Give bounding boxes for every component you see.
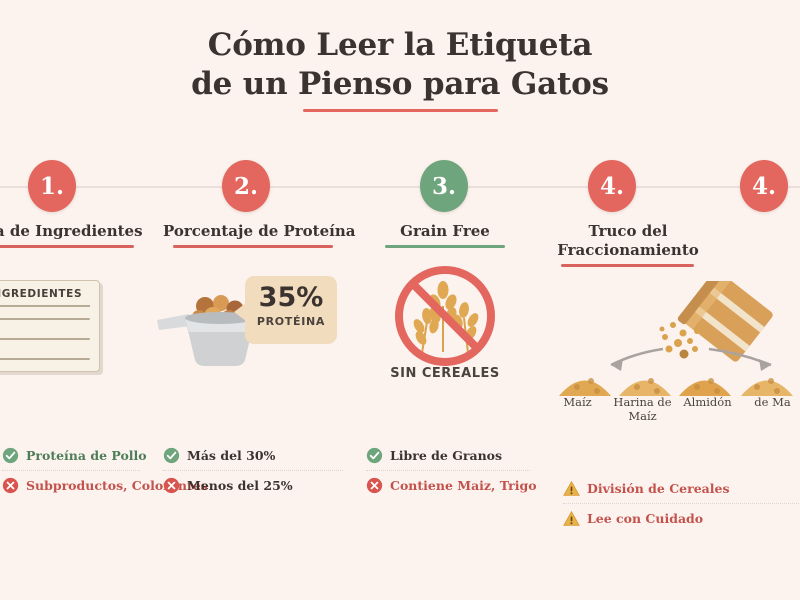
- bullet-label: Libre de Granos: [390, 447, 503, 463]
- ingredients-card-row: [0, 333, 90, 346]
- bullet-row: Contiene Maiz, Trigo: [366, 470, 537, 500]
- pile-labels: Maíz Harina de Maíz Almidón de Ma: [545, 395, 800, 423]
- protein-percent-value: 35%: [258, 282, 324, 313]
- ingredients-card-rule: [0, 305, 90, 307]
- title-underline: [302, 109, 498, 112]
- step-badge-1[interactable]: 1.: [28, 160, 76, 212]
- fractionation-illustration: [545, 268, 800, 403]
- feed-bag-icon: [677, 268, 773, 362]
- protein-percent-label: PROTÉINA: [256, 315, 326, 328]
- column-3-heading: Grain Free: [400, 222, 490, 240]
- wheat-icon: [413, 281, 479, 354]
- pile-label: de Ma: [754, 395, 791, 409]
- ingredients-card-line: [0, 338, 90, 340]
- column-porcentaje-de-proteina: Porcentaje de Proteína: [157, 222, 356, 500]
- bullet-label: Proteína de Pollo: [26, 447, 147, 463]
- pile-label: Maíz: [563, 395, 592, 409]
- bullet-row: Proteína de Pollo: [2, 440, 147, 470]
- column-2-bullets: Más del 30% Menos del 25%: [163, 440, 343, 500]
- bullet-label: Contiene Maiz, Trigo: [390, 478, 537, 493]
- ingredients-card-row: [0, 313, 90, 326]
- step-badge-2[interactable]: 2.: [222, 160, 270, 212]
- ingredients-card-line: [0, 318, 90, 320]
- ingredients-card-line: [0, 358, 90, 360]
- bullet-row: Menos del 25%: [163, 470, 343, 500]
- no-cereals-label: SIN CEREALES: [390, 366, 500, 381]
- x-circle-icon: [2, 477, 19, 494]
- warning-triangle-icon: [563, 510, 580, 526]
- column-1-bullets: Proteína de Pollo Subproductos, Colorant…: [0, 440, 208, 500]
- steps-timeline: 1. 2. 3. 4. 4.: [0, 160, 800, 215]
- check-circle-icon: [163, 447, 180, 463]
- bullet-row: Subproductos, Colorantes: [2, 470, 208, 500]
- column-2-heading: Porcentaje de Proteína: [163, 222, 356, 240]
- column-1-illustration: INGREDIENTES: [0, 258, 140, 388]
- no-cereals-icon: [395, 266, 495, 366]
- no-grain-symbol: [386, 260, 504, 376]
- warning-triangle-icon: [563, 480, 580, 496]
- bullet-label: Subproductos, Colorantes: [26, 478, 208, 493]
- falling-grains: [659, 322, 700, 359]
- column-4-heading-underline: [561, 264, 694, 267]
- column-3-heading-underline: [385, 245, 505, 248]
- title-line-2: de un Pienso para Gatos: [191, 66, 609, 102]
- grain-piles: [559, 378, 793, 396]
- pile-label: Harina de Maíz: [613, 395, 672, 423]
- flow-arrows: [610, 347, 772, 367]
- column-4-bullets: División de Cereales Lee con Cuidado: [545, 473, 800, 533]
- column-1-heading: ta de Ingredientes: [0, 222, 143, 240]
- column-4-heading: Truco del Fraccionamiento: [557, 222, 699, 259]
- step-badge-4[interactable]: 4.: [588, 160, 636, 212]
- column-truco-del-fraccionamiento: Truco del Fraccionamiento: [545, 222, 800, 533]
- timeline-rail: [0, 186, 800, 188]
- column-grain-free: Grain Free: [360, 222, 537, 500]
- column-3-bullets: Libre de Granos Contiene Maiz, Trigo: [360, 440, 537, 500]
- bullet-row: Lee con Cuidado: [563, 503, 800, 533]
- bullet-row: Libre de Granos: [366, 440, 530, 470]
- bullet-row: División de Cereales: [563, 473, 800, 503]
- check-circle-icon: [2, 447, 19, 463]
- column-1-heading-underline: [0, 245, 134, 248]
- ingredients-card: INGREDIENTES: [0, 280, 100, 372]
- page-title: Cómo Leer la Etiqueta de un Pienso para …: [0, 26, 800, 112]
- step-badge-3[interactable]: 3.: [420, 160, 468, 212]
- column-3-illustration: SIN CEREALES: [360, 258, 530, 388]
- arrow-head-left: [611, 359, 623, 371]
- bullet-label: División de Cereales: [587, 480, 730, 496]
- pile-label: Almidón: [683, 395, 732, 409]
- x-circle-icon: [366, 477, 383, 494]
- check-circle-icon: [366, 447, 383, 463]
- column-2-heading-underline: [173, 245, 333, 248]
- step-badge-5[interactable]: 4.: [740, 160, 788, 212]
- x-circle-icon: [163, 477, 180, 494]
- bullet-row: Más del 30%: [163, 440, 343, 470]
- column-lista-de-ingredientes: ta de Ingredientes INGREDIENTES: [0, 222, 208, 500]
- bullet-label: Menos del 25%: [187, 478, 293, 493]
- bullet-label: Lee con Cuidado: [587, 511, 704, 526]
- bullet-label: Más del 30%: [187, 447, 276, 463]
- ingredients-card-title: INGREDIENTES: [0, 288, 83, 300]
- title-line-1: Cómo Leer la Etiqueta: [207, 27, 593, 63]
- column-4-illustration: Maíz Harina de Maíz Almidón de Ma: [545, 268, 800, 423]
- pouring-bag-icon: [559, 268, 793, 396]
- column-2-illustration: 35% PROTÉINA: [157, 258, 343, 388]
- arrow-head-right: [759, 359, 771, 371]
- ingredients-card-row: [0, 353, 90, 366]
- protein-callout-bubble: 35% PROTÉINA: [234, 276, 337, 344]
